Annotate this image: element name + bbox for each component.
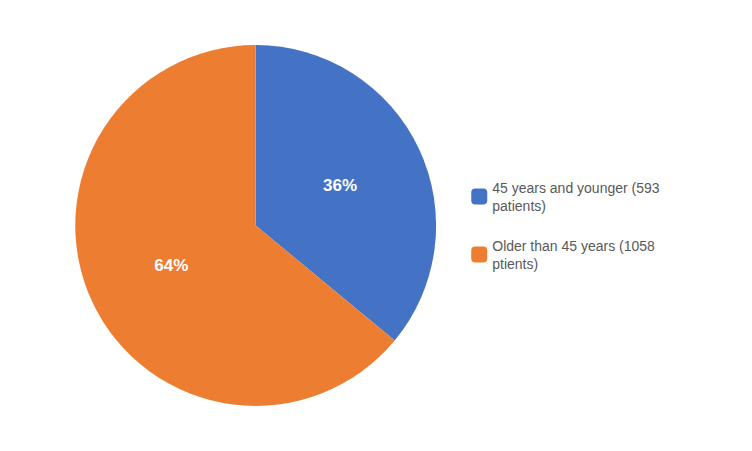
svg-text:patients): patients) — [492, 198, 546, 214]
svg-text:45 years and younger (593: 45 years and younger (593 — [492, 180, 660, 196]
svg-text:36%: 36% — [323, 176, 357, 195]
svg-text:64%: 64% — [154, 256, 188, 275]
svg-text:Older than 45 years (1058: Older than 45 years (1058 — [492, 238, 655, 254]
svg-text:ptients): ptients) — [492, 256, 538, 272]
